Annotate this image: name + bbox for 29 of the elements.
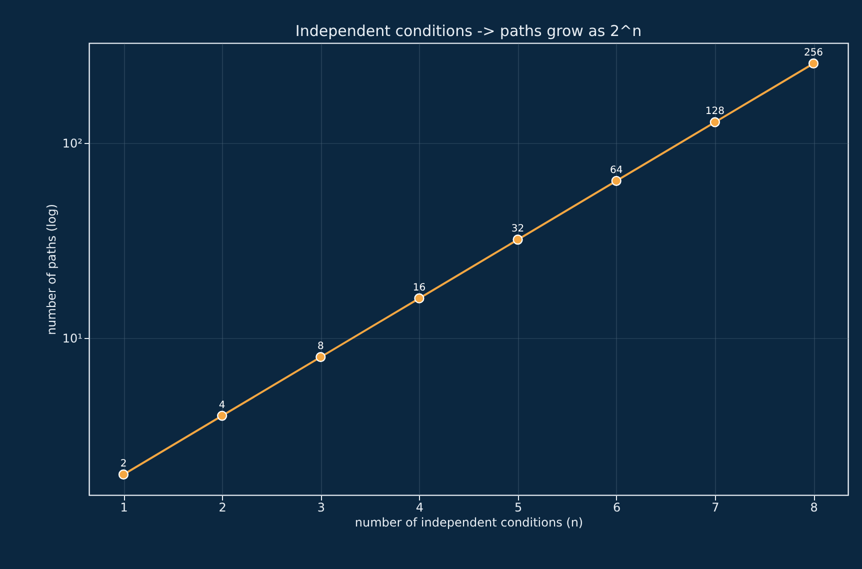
x-tick-label: 3 [317, 500, 325, 514]
data-label: 128 [705, 106, 724, 118]
x-tick-label: 4 [416, 500, 424, 514]
data-label: 32 [511, 224, 524, 235]
data-label: 2 [120, 458, 127, 470]
point [611, 176, 622, 186]
data-label: 16 [412, 282, 426, 294]
point [808, 58, 819, 69]
y-tick-label: 10¹ [62, 332, 83, 346]
x-tick-label: 7 [712, 500, 720, 514]
point [414, 293, 424, 304]
data-label: 8 [317, 341, 324, 352]
point [512, 234, 523, 245]
data-label: 64 [610, 164, 623, 176]
data-label: 256 [804, 47, 824, 58]
y-axis-title: number of paths (log) [44, 204, 58, 336]
x-tick-label: 1 [120, 500, 128, 514]
y-tick-label: 10² [62, 136, 83, 151]
point [316, 352, 326, 362]
x-tick-label: 8 [810, 500, 818, 514]
point [118, 469, 129, 480]
x-axis-title: number of independent conditions (n) [354, 516, 584, 530]
x-tick-label: 5 [514, 500, 522, 514]
x-tick-label: 6 [613, 500, 621, 514]
x-tick-label: 2 [218, 500, 226, 514]
point [710, 117, 720, 128]
point [217, 410, 228, 421]
data-label: 4 [218, 400, 226, 411]
chart-title: Independent conditions -> paths grow as 2^n [295, 22, 642, 40]
